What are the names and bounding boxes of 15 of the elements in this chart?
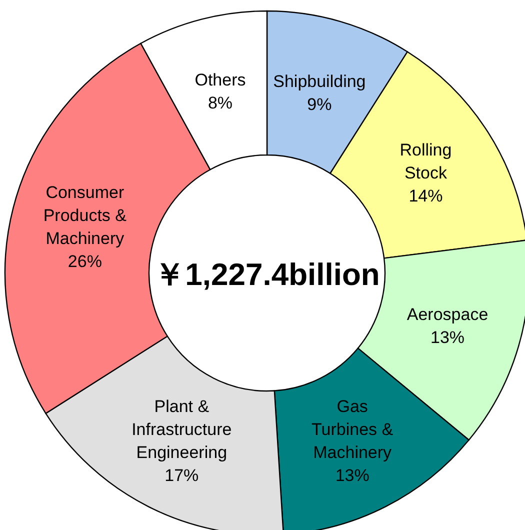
data-label: 26% bbox=[68, 252, 102, 271]
data-label: 8% bbox=[208, 93, 233, 112]
data-label: 14% bbox=[408, 186, 443, 206]
slice-label: Rolling Stock bbox=[400, 140, 452, 182]
slice-label: Aerospace bbox=[406, 304, 488, 324]
text: ￥1,227.4billion bbox=[154, 257, 380, 292]
slice-label: Shipbuilding bbox=[273, 72, 366, 91]
slice-label: Plant & Infrastructure Engineering bbox=[132, 397, 232, 462]
data-label: 9% bbox=[307, 94, 332, 114]
data-label: 13% bbox=[430, 328, 465, 347]
slice-label: Others bbox=[194, 70, 246, 90]
data-label: 13% bbox=[335, 466, 370, 486]
slice-label: Consumer Products & Machinery bbox=[43, 182, 128, 248]
slice-label: Gas Turbines & Machinery bbox=[312, 397, 394, 462]
data-label: 17% bbox=[164, 466, 199, 486]
